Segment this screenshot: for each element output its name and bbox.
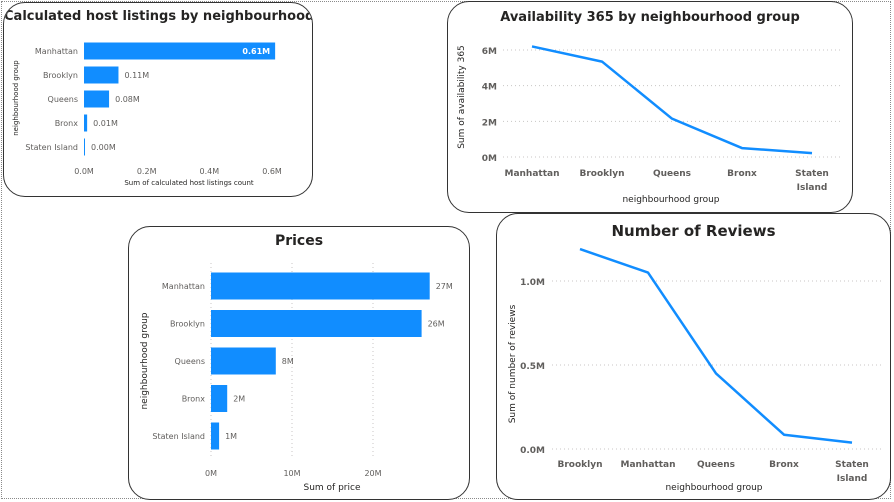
x-tick-label: 0.2M [137,167,157,176]
bar [84,138,85,156]
bar [84,66,119,84]
x-tick-label: Manhattan [620,460,675,470]
data-label: 0.61M [242,47,270,56]
series-line [579,247,853,444]
reviews-chart: 0.0M 0.5M 1.0M Brooklyn Manhattan Queens Bronx… [508,247,882,493]
x-tick-label: 10M [283,469,300,478]
data-label: 0.01M [93,119,118,128]
x-tick-label: 0.4M [200,167,220,176]
chart-title: Prices [274,233,324,249]
x-tick-label: Island [837,474,868,484]
category-label: Queens [48,95,78,104]
category-label: Brooklyn [43,71,78,80]
data-label: 8M [282,357,294,366]
x-axis-title: Sum of calculated host listings count [124,179,254,187]
bar [211,272,430,300]
x-axis-title: neighbourhood group [622,195,719,205]
data-label: 26M [428,320,445,329]
x-tick-label: Staten [835,460,869,470]
x-tick-label: Bronx [727,169,757,179]
x-tick-label: Bronx [769,460,799,470]
bar [211,385,228,412]
chart-title: Availability 365 by neighbourhood group [500,10,800,25]
y-tick-label: 0M [482,154,497,164]
x-tick-label: 20M [364,469,381,478]
data-label: 27M [436,282,453,291]
category-label: Staten Island [152,432,205,441]
availability-card[interactable]: Availability 365 by neighbourhood group … [447,1,853,213]
bar [84,42,276,60]
chart-title: Calculated host listings by neighbourhoo… [4,9,313,24]
y-axis-title: neighbourhood group [12,60,20,136]
bar [211,310,422,337]
data-label: 0.08M [115,95,140,104]
data-label: 0.11M [124,71,149,80]
chart-title: Number of Reviews [611,222,776,240]
category-label: Queens [175,357,205,366]
x-tick-label: 0M [205,469,217,478]
prices-card[interactable]: Prices Manhattan 27M Brooklyn 26M Queens 8M Br… [128,226,470,500]
bar [211,347,276,375]
data-label: 2M [233,395,245,404]
y-tick-label: 2M [482,118,497,128]
category-label: Bronx [55,119,79,128]
x-axis-title: Sum of price [304,483,361,493]
y-tick-label: 4M [482,83,497,93]
x-tick-label: Queens [653,169,691,179]
y-tick-label: 0.5M [520,362,545,372]
data-label: 1M [225,432,237,441]
x-tick-label: Brooklyn [579,169,624,179]
x-tick-label: Brooklyn [557,460,602,470]
host-listings-card[interactable]: Calculated host listings by neighbourhoo… [3,2,313,197]
x-axis-title: neighbourhood group [665,483,762,493]
y-axis-title: neighbourhood group [140,312,150,409]
bar [84,114,88,132]
x-tick-label: Manhattan [504,169,559,179]
category-label: Staten Island [25,143,78,152]
category-label: Brooklyn [170,320,205,329]
category-label: Manhattan [162,282,205,291]
x-tick-label: 0.0M [74,167,94,176]
host-listings-chart: Manhattan 0.61M Brooklyn 0.11M Queens 0.08M Br… [12,42,282,187]
bar [84,90,110,108]
y-tick-label: 0.0M [520,446,545,456]
prices-chart: Manhattan 27M Brooklyn 26M Queens 8M Bronx 2M St… [140,263,453,493]
x-tick-label: 0.6M [262,167,282,176]
y-axis-title: Sum of availability 365 [457,45,467,149]
x-tick-label: Queens [697,460,735,470]
y-tick-label: 1.0M [520,278,545,288]
x-tick-label: Staten [795,169,829,179]
availability-chart: 0M 2M 4M 6M Manhattan Brooklyn Queens Bronx Stat… [457,45,843,205]
category-label: Bronx [182,395,206,404]
data-label: 0.00M [91,143,116,152]
category-label: Manhattan [35,47,78,56]
reviews-card[interactable]: Number of Reviews 0.0M 0.5M 1.0M Brooklyn Ma… [496,213,891,500]
series-line [531,45,813,155]
y-axis-title: Sum of number of reviews [508,304,518,423]
y-tick-label: 6M [482,47,497,57]
x-tick-label: Island [797,183,828,193]
bar [211,422,220,450]
